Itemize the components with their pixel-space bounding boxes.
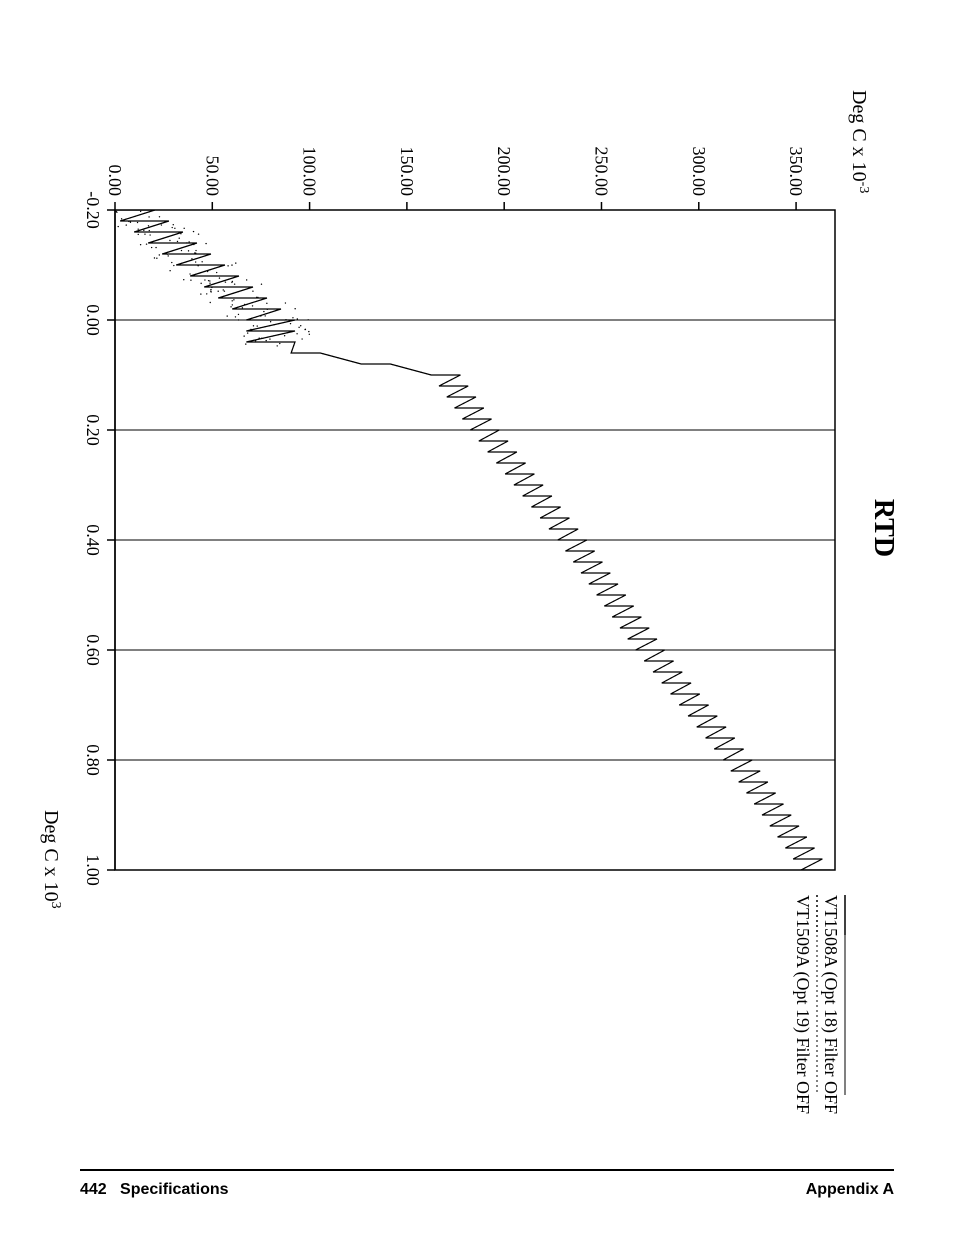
y-tick-label: 350.00 (786, 147, 806, 197)
x-tick-label: -0.20 (83, 191, 103, 229)
legend-item-label: VT1508A (Opt 18) Filter OFF (820, 895, 841, 1114)
legend-item-label: VT1509A (Opt 19) Filter OFF (792, 895, 813, 1114)
chart-container: RTD-0.200.000.200.400.600.801.000.0050.0… (0, 0, 954, 1140)
dotted-jitter (116, 211, 310, 347)
chart-title: RTD (868, 499, 899, 557)
y-tick-label: 200.00 (494, 147, 514, 197)
footer-left: 442 Specifications (80, 1181, 229, 1199)
x-tick-label: 0.40 (83, 524, 103, 556)
x-tick-label: 1.00 (83, 854, 103, 886)
y-tick-label: 0.00 (105, 165, 125, 197)
x-tick-label: 0.00 (83, 304, 103, 336)
y-tick-label: 250.00 (591, 147, 611, 197)
x-axis-label: Deg C x 103 (40, 810, 64, 909)
y-tick-label: 100.00 (300, 147, 320, 197)
y-tick-label: 300.00 (689, 147, 709, 197)
footer-section: Specifications (120, 1181, 228, 1198)
y-axis-label: Deg C x 10-3 (848, 90, 872, 193)
x-tick-label: 0.80 (83, 744, 103, 776)
y-tick-label: 150.00 (397, 147, 417, 197)
page: RTD-0.200.000.200.400.600.801.000.0050.0… (0, 0, 954, 1235)
page-footer: 442 Specifications Appendix A (80, 1169, 894, 1199)
y-tick-label: 50.00 (202, 156, 222, 197)
x-tick-label: 0.20 (83, 414, 103, 446)
footer-page-number: 442 (80, 1181, 107, 1198)
x-tick-label: 0.60 (83, 634, 103, 666)
footer-right: Appendix A (806, 1181, 894, 1199)
legend: VT1508A (Opt 18) Filter OFF VT1509A (Opt … (792, 895, 845, 1114)
rtd-chart: RTD-0.200.000.200.400.600.801.000.0050.0… (0, 0, 954, 1140)
